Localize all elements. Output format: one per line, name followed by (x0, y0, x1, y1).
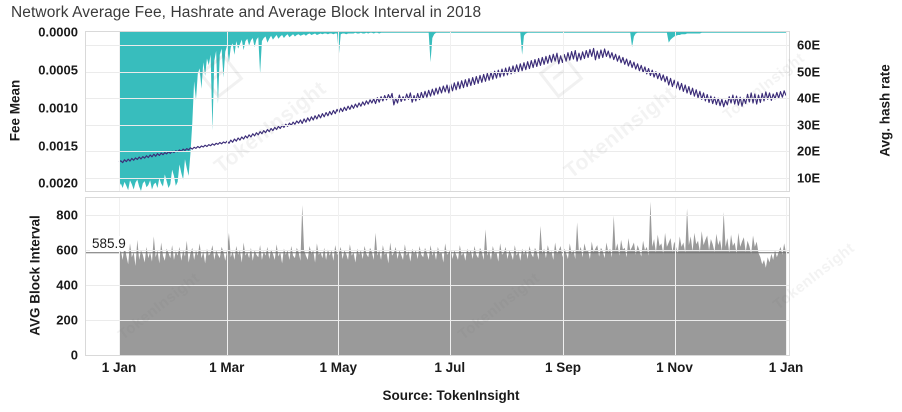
bottom-panel-plot-area (85, 197, 790, 356)
bottom-panel-y-left-tick: 0 (70, 347, 78, 363)
top-panel-y-right-tick: 30E (797, 117, 821, 133)
top-panel-y-left-tick: 0.0015 (38, 138, 78, 154)
gridline (86, 98, 789, 100)
vertical-gridline (119, 198, 120, 355)
gridline (86, 355, 789, 356)
vertical-gridline (338, 32, 340, 191)
top-panel-y-right-tick: 60E (797, 37, 821, 53)
vertical-gridline (674, 32, 676, 191)
vertical-gridline (563, 198, 565, 355)
page-title: Network Average Fee, Hashrate and Averag… (11, 4, 482, 21)
gridline (86, 285, 789, 287)
vertical-gridline (674, 198, 676, 355)
top-panel-y-left-tick: 0.0020 (38, 175, 78, 191)
top-panel-y-left-tick: 0.0000 (38, 24, 78, 40)
gridline (86, 177, 789, 179)
top-panel-y-left-tick: 0.0010 (38, 100, 78, 116)
vertical-gridline (563, 32, 565, 191)
top-panel-y-right-label: Avg. hash rate (877, 63, 893, 157)
vertical-gridline (786, 198, 787, 355)
x-axis-tick: 1 Mar (209, 360, 245, 375)
gridline (86, 124, 789, 126)
gridline (86, 71, 789, 73)
vertical-gridline (119, 32, 120, 191)
gridline (86, 250, 789, 252)
vertical-gridline (449, 198, 451, 355)
x-axis-tick: 1 Jan (101, 360, 137, 375)
bottom-panel-y-left-tick: 200 (56, 312, 78, 328)
vertical-gridline (449, 32, 451, 191)
bottom-panel-y-left-tick: 800 (56, 207, 78, 223)
vertical-gridline (226, 198, 228, 355)
bottom-panel-y-left-tick: 400 (56, 277, 78, 293)
top-panel-plot-area (85, 31, 790, 192)
top-panel-y-right-tick: 20E (797, 143, 821, 159)
bottom-panel-y-left-tick: 600 (56, 242, 78, 258)
gridline (86, 320, 789, 322)
x-axis-tick: 1 Jan (768, 360, 804, 375)
block-interval-area (119, 201, 786, 355)
vertical-gridline (786, 32, 787, 191)
gridline (86, 151, 789, 153)
top-panel-series-svg (118, 32, 787, 191)
fee-mean-area (119, 32, 786, 191)
top-panel-y-right-tick: 40E (797, 90, 821, 106)
gridline (86, 215, 789, 217)
vertical-gridline (226, 32, 228, 191)
top-panel-y-left-tick: 0.0005 (38, 62, 78, 78)
vertical-gridline (338, 198, 340, 355)
source-caption: Source: TokenInsight (382, 388, 520, 403)
gridline (86, 45, 789, 47)
x-axis-tick: 1 Nov (656, 360, 693, 375)
reference-value-label: 585.9 (90, 235, 128, 251)
top-panel-y-right-tick: 50E (797, 64, 821, 80)
x-axis-tick: 1 Jul (434, 360, 466, 375)
x-axis-tick: 1 Sep (545, 360, 582, 375)
bottom-panel-series-svg (86, 201, 789, 355)
x-axis-tick: 1 May (319, 360, 358, 375)
top-panel-y-right-tick: 10E (797, 170, 821, 186)
